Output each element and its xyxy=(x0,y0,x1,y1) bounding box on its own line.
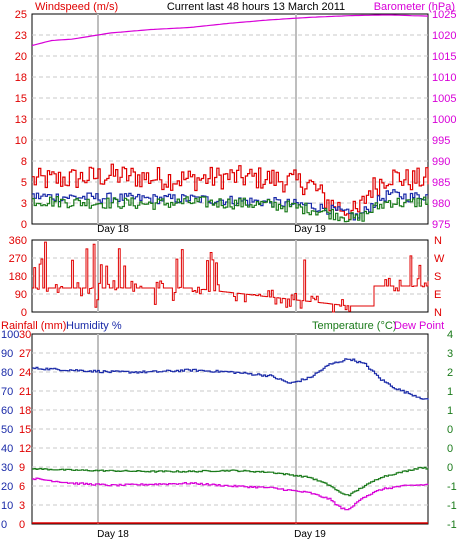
x-label-day18-top: Day 18 xyxy=(97,224,129,235)
chart-title: Current last 48 hours 13 March 2011 xyxy=(167,1,345,13)
series-2 xyxy=(32,477,429,511)
tick-label: 15 xyxy=(19,424,31,436)
tick-label: 4 xyxy=(447,329,453,341)
tick-label: 3 xyxy=(447,348,453,360)
tick-label: 8 xyxy=(21,156,27,168)
tick-label: 990 xyxy=(432,156,450,168)
tick-label: 1010 xyxy=(432,72,456,84)
tick-label: 21 xyxy=(19,386,31,398)
tick-label: -1 xyxy=(447,500,457,512)
x-label-day19-top: Day 19 xyxy=(294,224,326,235)
series-0 xyxy=(32,163,429,221)
tick-label: 100 xyxy=(1,329,19,341)
rainfall-axis: 0 3 6 9 12 15 18 21 24 27 30 xyxy=(19,329,31,531)
tick-label: 0 xyxy=(447,443,453,455)
dewpoint-label: Dew Point xyxy=(394,320,444,332)
x-label-day18-bottom: Day 18 xyxy=(97,529,129,540)
tick-label: 5 xyxy=(21,177,27,189)
bottom-series xyxy=(32,358,429,524)
tick-label: 995 xyxy=(432,135,450,147)
humidity-label: Humidity % xyxy=(66,320,122,332)
tick-label: 0 xyxy=(447,424,453,436)
tick-label: 12 xyxy=(19,443,31,455)
compass-label: N xyxy=(434,307,442,319)
direction-grid xyxy=(32,240,428,312)
tick-label: 985 xyxy=(432,177,450,189)
tick-label: 70 xyxy=(1,386,13,398)
tick-label: -1 xyxy=(447,481,457,493)
tick-label: 0 xyxy=(19,519,25,531)
tick-label: 1020 xyxy=(432,30,456,42)
windspeed-axis: 0 3 5 8 10 13 15 18 20 23 25 xyxy=(15,9,27,231)
tick-label: 1 xyxy=(447,405,453,417)
tick-label: 360 xyxy=(9,235,27,247)
tick-label: 18 xyxy=(19,405,31,417)
temperature-label: Temperature (°C) xyxy=(312,320,396,332)
series-3 xyxy=(31,14,429,47)
tick-label: 10 xyxy=(1,500,13,512)
tick-label: 25 xyxy=(15,9,27,21)
compass-label: W xyxy=(434,253,445,265)
tick-label: 18 xyxy=(15,72,27,84)
tick-label: 975 xyxy=(432,219,450,231)
tick-label: 270 xyxy=(9,253,27,265)
tick-label: 180 xyxy=(9,271,27,283)
tick-label: 24 xyxy=(19,367,31,379)
tick-label: 1005 xyxy=(432,93,456,105)
top-panel: Windspeed (m/s) Current last 48 hours 13… xyxy=(15,1,457,235)
tick-label: 1025 xyxy=(432,9,456,21)
tick-label: 40 xyxy=(1,443,13,455)
tick-label: -1 xyxy=(447,519,457,531)
tick-label: 6 xyxy=(19,481,25,493)
barometer-axis: 975 980 985 990 995 1000 1005 1010 1015 1020 1025 xyxy=(432,9,456,231)
tick-label: 20 xyxy=(1,481,13,493)
bottom-grid xyxy=(32,334,428,524)
tick-label: 3 xyxy=(21,198,27,210)
windspeed-label: Windspeed (m/s) xyxy=(35,1,118,13)
tick-label: 90 xyxy=(15,289,27,301)
tick-label: 0 xyxy=(21,307,27,319)
compass-label: E xyxy=(434,289,441,301)
tick-label: 15 xyxy=(15,93,27,105)
tick-label: 80 xyxy=(1,367,13,379)
barometer-label: Barometer (hPa) xyxy=(374,1,455,13)
bottom-panel: Rainfall (mm) Humidity % Temperature (°C… xyxy=(1,320,457,540)
tick-label: 50 xyxy=(1,424,13,436)
direction-axis-degrees: 0 90 180 270 360 xyxy=(9,235,27,319)
tick-label: 980 xyxy=(432,198,450,210)
x-label-day19-bottom: Day 19 xyxy=(294,529,326,540)
tick-label: 20 xyxy=(15,51,27,63)
tick-label: 9 xyxy=(19,462,25,474)
series-direction xyxy=(32,241,429,313)
tick-label: 13 xyxy=(15,114,27,126)
tick-label: 0 xyxy=(21,219,27,231)
tick-label: 30 xyxy=(1,462,13,474)
tick-label: 27 xyxy=(19,348,31,360)
temperature-axis: -1 -1 -1 0 0 0 1 1 2 3 4 xyxy=(447,329,457,531)
humidity-axis: 0 10 20 30 40 50 60 70 80 90 100 xyxy=(1,329,19,531)
series-0 xyxy=(32,358,429,400)
rainfall-label: Rainfall (mm) xyxy=(1,320,66,332)
tick-label: 0 xyxy=(1,519,7,531)
tick-label: 10 xyxy=(15,135,27,147)
top-series xyxy=(31,14,429,223)
tick-label: 0 xyxy=(447,462,453,474)
tick-label: 23 xyxy=(15,30,27,42)
tick-label: 1015 xyxy=(432,51,456,63)
tick-label: 2 xyxy=(447,367,453,379)
tick-label: 90 xyxy=(1,348,13,360)
direction-series xyxy=(32,241,429,313)
tick-label: 1000 xyxy=(432,114,456,126)
series-2 xyxy=(32,196,429,223)
compass-label: S xyxy=(434,271,441,283)
series-1 xyxy=(32,466,429,497)
tick-label: 30 xyxy=(19,329,31,341)
compass-label: N xyxy=(434,235,442,247)
tick-label: 1 xyxy=(447,386,453,398)
tick-label: 3 xyxy=(19,500,25,512)
tick-label: 60 xyxy=(1,405,13,417)
